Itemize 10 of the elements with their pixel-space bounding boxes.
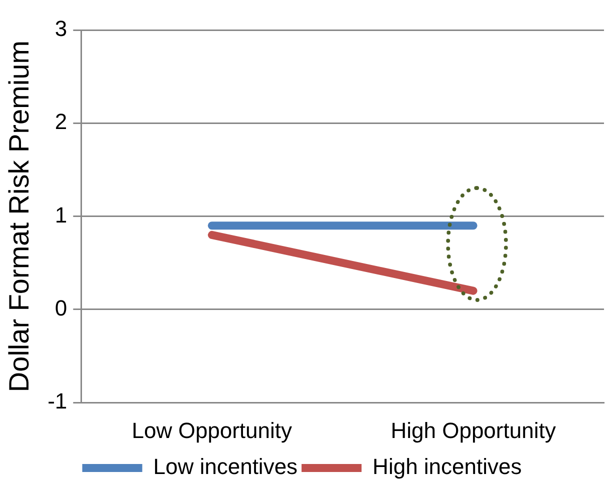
legend-label: Low incentives [153, 454, 298, 480]
y-tick-label: -1 [48, 388, 68, 414]
x-tick-label: Low Opportunity [132, 418, 292, 443]
y-axis-title: Dollar Format Risk Premium [4, 40, 35, 392]
y-tick-label: 0 [54, 296, 68, 321]
legend-label: High incentives [372, 454, 522, 480]
x-tick-label: High Opportunity [390, 418, 556, 443]
y-tick-label: 3 [54, 16, 68, 42]
y-tick-label: 2 [54, 109, 68, 134]
y-tick-label: 1 [54, 202, 68, 228]
